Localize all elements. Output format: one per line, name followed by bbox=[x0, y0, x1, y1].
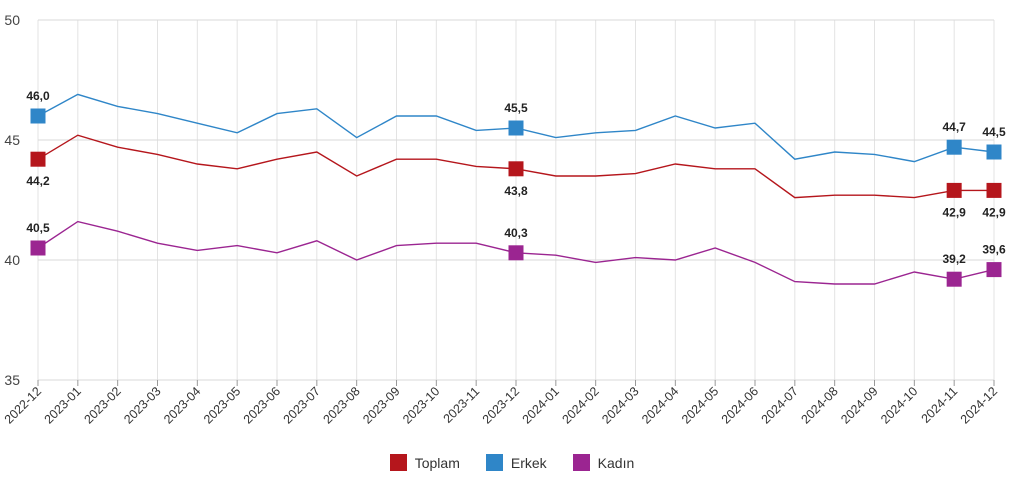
data-label: 39,2 bbox=[942, 252, 966, 266]
x-tick-label: 2024-11 bbox=[919, 384, 961, 426]
data-labels: 44,2 43,8 42,9 42,9 46,0 45,5 44,7 44,5 40,5 40,3… bbox=[26, 89, 1006, 266]
x-tick-label: 2023-06 bbox=[241, 384, 283, 426]
x-tick-label: 2023-10 bbox=[400, 384, 442, 426]
y-tick-label: 50 bbox=[4, 12, 20, 28]
data-label: 42,9 bbox=[982, 205, 1006, 219]
legend: Toplam Erkek Kadın bbox=[0, 454, 1024, 471]
y-axis-ticks: 35 40 45 50 bbox=[4, 12, 20, 388]
legend-label-kadin: Kadın bbox=[597, 454, 635, 471]
x-tick-label: 2023-12 bbox=[480, 384, 522, 426]
legend-swatch-toplam bbox=[389, 454, 407, 471]
data-point-marker bbox=[30, 151, 46, 167]
x-tick-label: 2024-03 bbox=[599, 384, 641, 426]
grid-lines bbox=[37, 19, 995, 381]
x-tick-label: 2023-03 bbox=[121, 384, 163, 426]
data-label: 44,2 bbox=[26, 174, 50, 188]
x-tick-label: 2023-09 bbox=[360, 384, 402, 426]
data-label: 46,0 bbox=[26, 89, 50, 103]
x-tick-label: 2024-12 bbox=[958, 384, 1000, 426]
legend-item-erkek[interactable]: Erkek bbox=[485, 454, 547, 471]
data-point-marker bbox=[946, 271, 962, 287]
x-tick-label: 2024-01 bbox=[520, 384, 562, 426]
data-point-marker bbox=[30, 240, 46, 256]
x-tick-label: 2024-08 bbox=[798, 384, 840, 426]
data-point-marker bbox=[946, 182, 962, 198]
data-point-marker bbox=[30, 108, 46, 124]
x-tick-label: 2024-07 bbox=[759, 384, 801, 426]
data-point-marker bbox=[986, 144, 1002, 160]
y-tick-label: 40 bbox=[4, 252, 20, 268]
data-label: 40,5 bbox=[26, 221, 50, 235]
data-point-marker bbox=[508, 161, 524, 177]
legend-swatch-erkek bbox=[485, 454, 503, 471]
data-label: 44,5 bbox=[982, 125, 1006, 139]
data-label: 43,8 bbox=[504, 184, 528, 198]
x-tick-label: 2023-04 bbox=[161, 384, 203, 426]
data-point-marker bbox=[508, 120, 524, 136]
legend-label-toplam: Toplam bbox=[414, 454, 460, 471]
data-point-marker bbox=[986, 182, 1002, 198]
x-tick-label: 2024-06 bbox=[719, 384, 761, 426]
y-tick-label: 45 bbox=[4, 132, 20, 148]
data-label: 40,3 bbox=[504, 226, 528, 240]
x-tick-label: 2024-09 bbox=[838, 384, 880, 426]
x-axis-ticks: 2022-122023-012023-022023-032023-042023-… bbox=[2, 380, 1000, 427]
legend-item-toplam[interactable]: Toplam bbox=[389, 454, 460, 471]
x-tick-label: 2024-05 bbox=[679, 384, 721, 426]
x-tick-label: 2023-11 bbox=[441, 384, 483, 426]
legend-item-kadin[interactable]: Kadın bbox=[572, 454, 635, 471]
data-label: 45,5 bbox=[504, 101, 528, 115]
data-point-marker bbox=[986, 262, 1002, 278]
x-tick-label: 2024-04 bbox=[639, 384, 681, 426]
series-lines bbox=[30, 93, 1002, 287]
data-label: 44,7 bbox=[942, 120, 966, 134]
x-tick-label: 2024-02 bbox=[559, 384, 601, 426]
x-tick-label: 2023-02 bbox=[81, 384, 123, 426]
data-label: 39,6 bbox=[982, 243, 1006, 257]
data-label: 42,9 bbox=[942, 205, 966, 219]
x-tick-label: 2023-05 bbox=[201, 384, 243, 426]
x-tick-label: 2023-08 bbox=[320, 384, 362, 426]
data-point-marker bbox=[946, 139, 962, 155]
x-tick-label: 2024-10 bbox=[878, 384, 920, 426]
x-tick-label: 2023-07 bbox=[281, 384, 323, 426]
y-tick-label: 35 bbox=[4, 372, 20, 388]
x-tick-label: 2023-01 bbox=[42, 384, 84, 426]
x-tick-label: 2022-12 bbox=[2, 384, 44, 426]
legend-label-erkek: Erkek bbox=[510, 454, 547, 471]
legend-swatch-kadin bbox=[572, 454, 590, 471]
data-point-marker bbox=[508, 245, 524, 261]
